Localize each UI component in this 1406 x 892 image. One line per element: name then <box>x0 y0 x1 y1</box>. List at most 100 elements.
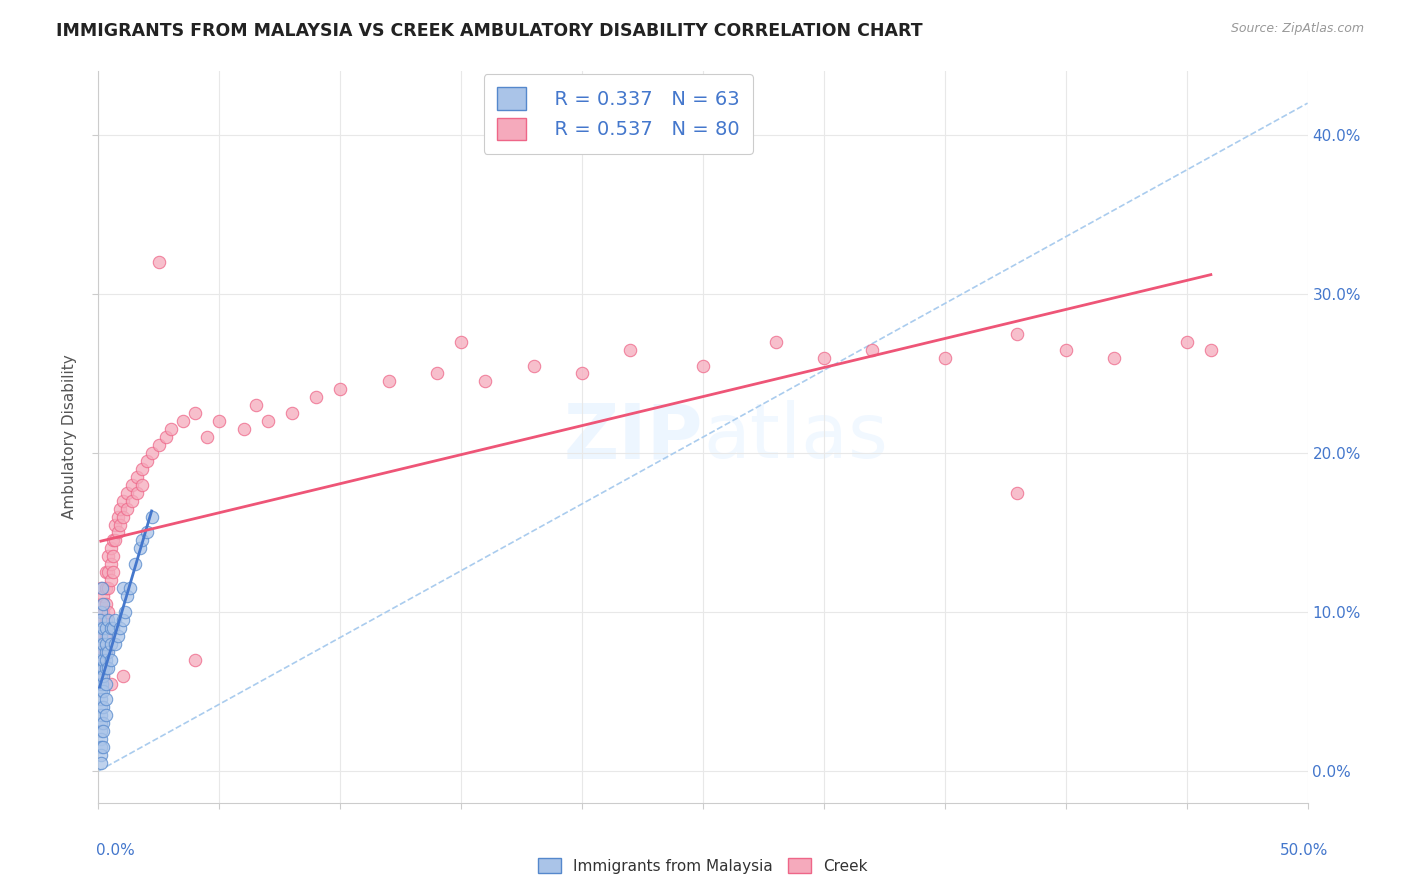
Point <box>91 724 114 739</box>
Point <box>94 581 117 595</box>
Point <box>91 676 114 690</box>
Point <box>89 676 111 690</box>
Point <box>100 558 122 572</box>
Point <box>1199 343 1222 357</box>
Point <box>474 375 496 389</box>
Point <box>108 501 131 516</box>
Point <box>108 517 131 532</box>
Point <box>208 414 231 428</box>
Point <box>329 383 352 397</box>
Point <box>91 637 114 651</box>
Point <box>141 509 163 524</box>
Point <box>172 414 194 428</box>
Point <box>1102 351 1125 365</box>
Point <box>131 533 153 548</box>
Point <box>89 653 111 667</box>
Point <box>90 637 112 651</box>
Point <box>111 613 134 627</box>
Point <box>90 645 112 659</box>
Point <box>100 653 122 667</box>
Point <box>813 351 835 365</box>
Point <box>91 716 114 731</box>
Point <box>104 613 127 627</box>
Point <box>94 613 117 627</box>
Point <box>232 422 254 436</box>
Point <box>104 533 127 548</box>
Point <box>135 454 157 468</box>
Point <box>100 621 122 635</box>
Point <box>117 485 139 500</box>
Point <box>184 653 207 667</box>
Point <box>100 637 122 651</box>
Point <box>94 597 117 611</box>
Point <box>195 430 218 444</box>
Point <box>94 621 117 635</box>
Point <box>107 525 129 540</box>
Point <box>114 605 136 619</box>
Point <box>90 692 112 706</box>
Text: 0.0%: 0.0% <box>96 843 135 858</box>
Point <box>155 430 177 444</box>
Point <box>91 637 114 651</box>
Point <box>111 493 134 508</box>
Point <box>90 621 112 635</box>
Point <box>91 621 114 635</box>
Point <box>100 573 122 587</box>
Point <box>245 398 267 412</box>
Point <box>118 581 141 595</box>
Point <box>91 597 114 611</box>
Point <box>281 406 304 420</box>
Point <box>104 637 127 651</box>
Point <box>94 629 117 643</box>
Point <box>94 637 117 651</box>
Point <box>94 653 117 667</box>
Point <box>90 597 112 611</box>
Point <box>111 581 134 595</box>
Text: atlas: atlas <box>703 401 887 474</box>
Point <box>90 740 112 755</box>
Point <box>1007 485 1029 500</box>
Point <box>97 549 120 564</box>
Point <box>141 446 163 460</box>
Point <box>100 676 122 690</box>
Point <box>97 613 120 627</box>
Legend: Immigrants from Malaysia, Creek: Immigrants from Malaysia, Creek <box>531 852 875 880</box>
Point <box>94 645 117 659</box>
Point <box>124 558 146 572</box>
Point <box>97 645 120 659</box>
Point <box>90 581 112 595</box>
Point <box>91 684 114 698</box>
Point <box>94 566 117 580</box>
Text: ZIP: ZIP <box>564 401 703 474</box>
Point <box>619 343 641 357</box>
Point <box>131 477 153 491</box>
Point <box>148 438 170 452</box>
Point <box>860 343 883 357</box>
Point <box>97 566 120 580</box>
Point <box>128 541 150 556</box>
Point <box>1054 343 1077 357</box>
Point <box>90 700 112 714</box>
Point <box>692 359 714 373</box>
Point <box>90 716 112 731</box>
Point <box>91 668 114 682</box>
Point <box>101 621 124 635</box>
Point <box>94 708 117 723</box>
Point <box>426 367 449 381</box>
Point <box>91 605 114 619</box>
Point <box>305 390 328 404</box>
Point <box>90 708 112 723</box>
Point <box>117 589 139 603</box>
Legend:   R = 0.337   N = 63,   R = 0.537   N = 80: R = 0.337 N = 63, R = 0.537 N = 80 <box>484 74 754 153</box>
Point <box>117 501 139 516</box>
Point <box>1007 326 1029 341</box>
Point <box>765 334 787 349</box>
Point <box>91 668 114 682</box>
Point <box>450 334 472 349</box>
Text: 50.0%: 50.0% <box>1281 843 1329 858</box>
Point <box>90 605 112 619</box>
Point <box>97 605 120 619</box>
Text: Source: ZipAtlas.com: Source: ZipAtlas.com <box>1230 22 1364 36</box>
Point <box>89 613 111 627</box>
Point <box>90 629 112 643</box>
